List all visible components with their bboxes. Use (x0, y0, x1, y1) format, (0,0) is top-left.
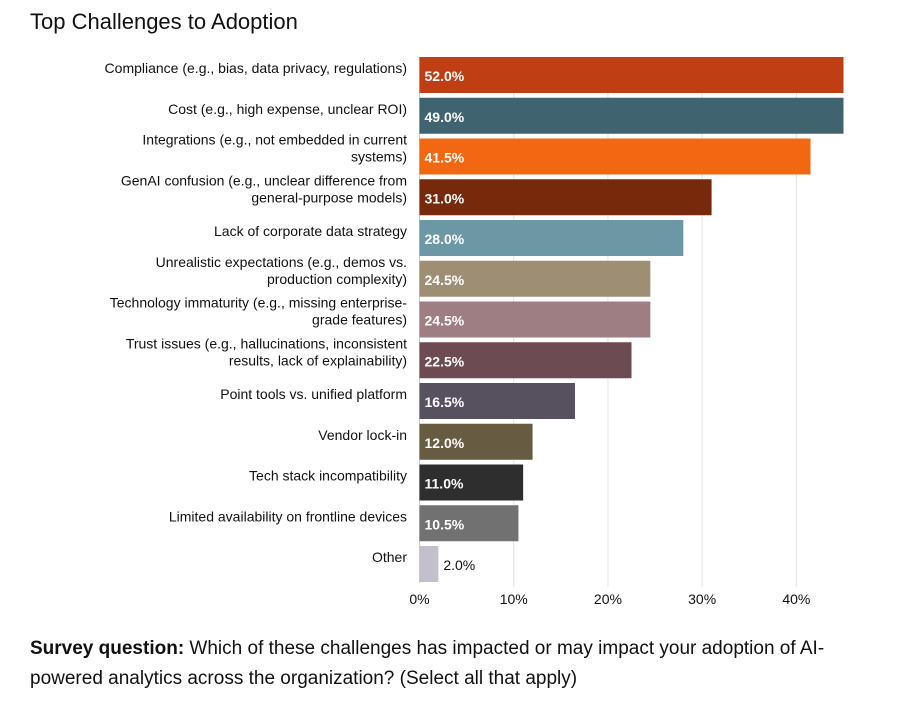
category-label: production complexity) (267, 271, 407, 287)
data-label: 16.5% (425, 394, 465, 410)
bar (419, 138, 811, 175)
data-label: 2.0% (443, 557, 475, 573)
x-tick-label: 30% (688, 591, 716, 607)
category-label: Compliance (e.g., bias, data privacy, re… (105, 60, 407, 76)
category-label: Tech stack incompatibility (249, 468, 407, 484)
bar (419, 423, 533, 460)
category-label: general-purpose models) (251, 189, 407, 205)
data-label: 24.5% (425, 272, 465, 288)
x-tick-label: 40% (782, 591, 810, 607)
x-tick-label: 20% (594, 591, 622, 607)
bar (419, 260, 651, 297)
bar (419, 383, 575, 419)
category-label: Vendor lock-in (318, 427, 407, 443)
data-label: 41.5% (425, 150, 465, 166)
data-label: 10.5% (425, 516, 465, 532)
category-label: Other (372, 549, 407, 565)
category-label: Integrations (e.g., not embedded in curr… (142, 132, 407, 148)
category-label: Trust issues (e.g., hallucinations, inco… (126, 335, 407, 351)
data-label: 22.5% (425, 353, 465, 369)
category-label: Cost (e.g., high expense, unclear ROI) (168, 101, 407, 117)
x-tick-label: 0% (409, 591, 429, 607)
data-label: 31.0% (425, 190, 465, 206)
category-label: Lack of corporate data strategy (214, 223, 407, 239)
chart-title: Top Challenges to Adoption (30, 9, 298, 34)
category-label: Technology immaturity (e.g., missing ent… (110, 295, 408, 311)
category-label: Unrealistic expectations (e.g., demos vs… (156, 254, 407, 270)
category-label: grade features) (312, 312, 407, 328)
data-label: 11.0% (425, 476, 464, 492)
category-label: results, lack of explainability) (229, 352, 407, 368)
bar (419, 505, 519, 542)
bar (419, 342, 632, 379)
bar (419, 57, 844, 93)
data-label: 49.0% (425, 109, 465, 125)
category-label: systems) (351, 149, 407, 165)
data-label: 12.0% (425, 435, 465, 451)
survey-caption: Survey question: Which of these challeng… (30, 634, 890, 694)
bar (419, 179, 712, 216)
bar (419, 301, 651, 338)
bar (419, 97, 844, 134)
category-label: Point tools vs. unified platform (220, 386, 407, 402)
category-label: Limited availability on frontline device… (169, 508, 407, 524)
category-label: GenAI confusion (e.g., unclear differenc… (121, 172, 407, 188)
bar (419, 464, 524, 501)
bar-chart: 0% 10% 20% 30% 40% Compliance (e.g., bias, da… (105, 57, 844, 607)
bar (419, 546, 439, 582)
data-label: 52.0% (425, 68, 465, 84)
caption-text: Which of these challenges has impacted o… (30, 638, 825, 689)
x-tick-label: 10% (500, 591, 528, 607)
data-label: 24.5% (425, 313, 465, 329)
caption-label: Survey question: (30, 638, 185, 659)
data-label: 28.0% (425, 231, 465, 247)
bar (419, 220, 684, 256)
